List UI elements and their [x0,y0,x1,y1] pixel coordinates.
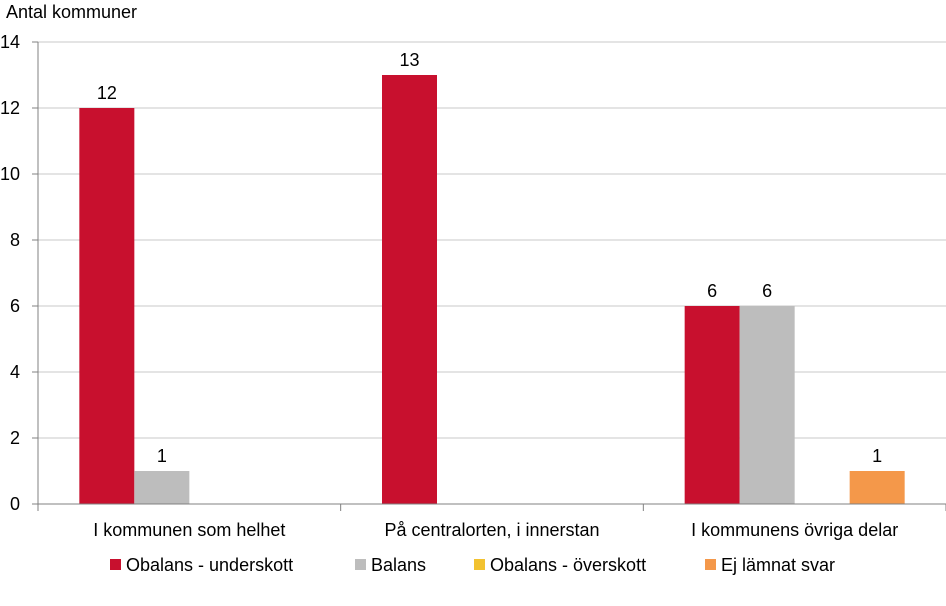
gridlines [38,41,946,439]
y-tick-label: 14 [0,32,20,52]
bar [134,471,190,504]
legend-label: Ej lämnat svar [721,555,835,575]
legend-label: Obalans - underskott [126,555,293,575]
data-label: 12 [97,83,117,103]
y-tick-label: 12 [0,98,20,118]
legend: Obalans - underskott Balans Obalans - över… [110,555,835,575]
x-axis: I kommunen som helhet På centralorten, i … [37,42,946,540]
data-label: 13 [399,50,419,70]
y-tick-label: 4 [10,362,20,382]
category-label: I kommunens övriga delar [691,520,898,540]
bar [382,75,437,504]
legend-label: Obalans - överskott [490,555,646,575]
legend-swatch [110,559,121,570]
data-label: 1 [157,446,167,466]
y-tick-label: 8 [10,230,20,250]
bar [684,306,740,504]
y-axis-title: Antal kommuner [6,2,137,22]
legend-swatch [705,559,716,570]
legend-swatch [474,559,485,570]
category-label: På centralorten, i innerstan [384,520,599,540]
data-label: 1 [872,446,882,466]
legend-swatch [355,559,366,570]
bar [849,471,905,504]
y-tick-label: 2 [10,428,20,448]
data-labels: 12 1 13 6 6 1 [97,50,882,466]
legend-label: Balans [371,555,426,575]
y-axis-ticks: 0 2 4 6 8 10 12 14 [0,32,38,514]
bar [739,306,795,504]
category-label: I kommunen som helhet [93,520,285,540]
y-tick-label: 10 [0,164,20,184]
bars [79,75,905,504]
y-tick-label: 0 [10,494,20,514]
data-label: 6 [707,281,717,301]
y-tick-label: 6 [10,296,20,316]
bar [79,108,135,504]
data-label: 6 [762,281,772,301]
